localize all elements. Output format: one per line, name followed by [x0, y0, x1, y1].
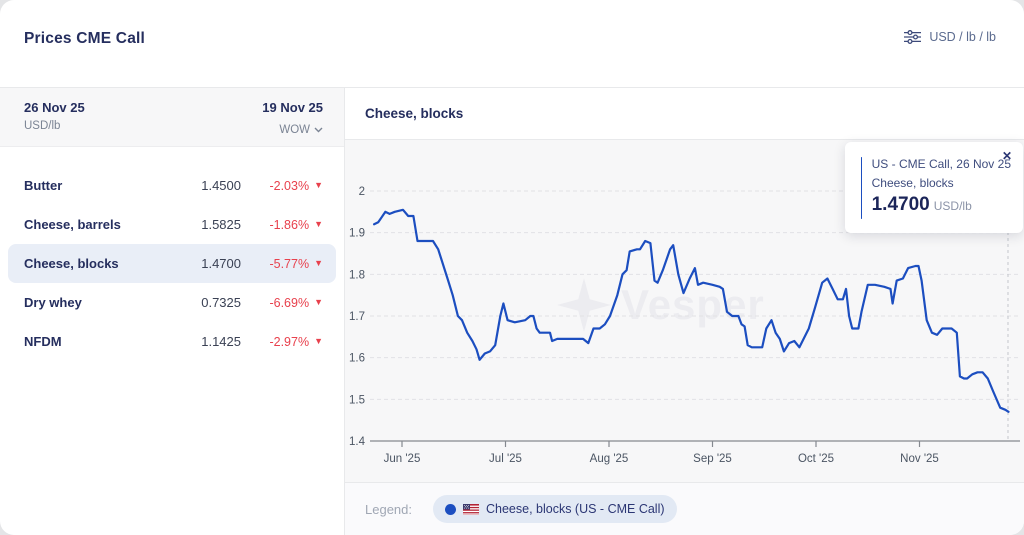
tooltip-product: Cheese, blocks — [871, 175, 954, 190]
legend-item[interactable]: Cheese, blocks (US - CME Call) — [433, 495, 677, 523]
price-value: 1.4700 — [201, 256, 241, 271]
price-rows: Butter 1.4500 -2.03% ▼ Cheese, barrels 1.5825… — [0, 147, 344, 361]
table-row[interactable]: Cheese, barrels 1.5825 -1.86% ▼ — [8, 205, 336, 244]
svg-text:Sep '25: Sep '25 — [693, 453, 732, 465]
page-title: Prices CME Call — [24, 30, 146, 47]
current-date: 26 Nov 25 — [24, 100, 85, 115]
wow-label: WOW — [279, 124, 310, 136]
unit-selector[interactable]: USD / lb / lb — [904, 30, 996, 44]
sliders-icon — [904, 30, 922, 44]
svg-text:1.6: 1.6 — [349, 353, 365, 365]
tooltip-accent-bar — [861, 157, 862, 219]
tooltip-unit: USD/lb — [933, 199, 972, 214]
down-triangle-icon: ▼ — [314, 297, 323, 307]
legend-item-label: Cheese, blocks (US - CME Call) — [486, 502, 665, 516]
previous-date: 19 Nov 25 — [262, 100, 323, 115]
svg-text:Jun '25: Jun '25 — [384, 453, 421, 465]
product-name: Cheese, blocks — [24, 256, 119, 271]
product-name: Cheese, barrels — [24, 217, 121, 232]
tooltip-value: 1.4700 USD/lb — [871, 194, 972, 216]
svg-text:1.4: 1.4 — [349, 436, 366, 448]
us-flag-icon — [463, 503, 479, 515]
content: 26 Nov 25 USD/lb 19 Nov 25 WOW Butter 1.4… — [0, 88, 1024, 535]
svg-text:1.8: 1.8 — [349, 269, 365, 281]
previous-date-column-header: 19 Nov 25 WOW — [262, 100, 323, 146]
product-name: NFDM — [24, 334, 62, 349]
svg-text:Jul '25: Jul '25 — [489, 453, 522, 465]
table-row[interactable]: Cheese, blocks 1.4700 -5.77% ▼ — [8, 244, 336, 283]
down-triangle-icon: ▼ — [314, 219, 323, 229]
down-triangle-icon: ▼ — [314, 180, 323, 190]
unit: USD/lb — [24, 120, 61, 132]
down-triangle-icon: ▼ — [314, 258, 323, 268]
down-triangle-icon: ▼ — [314, 336, 323, 346]
chart-region: Vesper 1.4 1.5 1.6 1.7 1.8 1.9 2 Jun '25 Jul '25… — [345, 140, 1024, 482]
chart-title: Cheese, blocks — [345, 88, 1024, 140]
price-line[interactable] — [373, 208, 1010, 413]
wow-selector[interactable]: WOW — [279, 124, 323, 136]
svg-text:1.5: 1.5 — [349, 394, 365, 406]
tooltip-source: US - CME Call, 26 Nov 25 — [871, 157, 1011, 171]
table-row[interactable]: Dry whey 0.7325 -6.69% ▼ — [8, 283, 336, 322]
price-value: 0.7325 — [201, 295, 241, 310]
svg-text:Aug '25: Aug '25 — [590, 453, 629, 465]
product-name: Butter — [24, 178, 63, 193]
svg-text:Nov '25: Nov '25 — [900, 453, 939, 465]
close-icon[interactable]: ✕ — [1001, 149, 1012, 163]
axes: 1.4 1.5 1.6 1.7 1.8 1.9 2 Jun '25 Jul '25 Aug '25… — [349, 186, 1020, 465]
unit-label: USD / lb / lb — [929, 30, 996, 44]
chevron-down-icon — [314, 127, 323, 133]
chart-panel: Cheese, blocks Vesper 1.4 1.5 1.6 1.7 1.8 1.9… — [345, 88, 1024, 535]
current-date-column-header: 26 Nov 25 USD/lb — [24, 100, 85, 146]
svg-text:2: 2 — [359, 186, 365, 198]
legend-bar: Legend: Cheese, blocks (US - CME Call) — [345, 482, 1024, 535]
table-row[interactable]: Butter 1.4500 -2.03% ▼ — [8, 166, 336, 205]
svg-text:Oct '25: Oct '25 — [798, 453, 834, 465]
price-change: -1.86% ▼ — [269, 217, 323, 232]
price-value: 1.5825 — [201, 217, 241, 232]
svg-text:1.7: 1.7 — [349, 311, 365, 323]
price-change: -6.69% ▼ — [269, 295, 323, 310]
svg-text:1.9: 1.9 — [349, 228, 365, 240]
series-color-dot — [445, 503, 456, 515]
price-value: 1.1425 — [201, 334, 241, 349]
price-change: -2.97% ▼ — [269, 334, 323, 349]
chart-tooltip: ✕ US - CME Call, 26 Nov 25 Cheese, block… — [845, 142, 1023, 233]
legend-label: Legend: — [365, 501, 412, 517]
page-header: Prices CME Call USD / lb / lb — [0, 0, 1024, 88]
price-value: 1.4500 — [201, 178, 241, 193]
table-row[interactable]: NFDM 1.1425 -2.97% ▼ — [8, 322, 336, 361]
price-table-panel: 26 Nov 25 USD/lb 19 Nov 25 WOW Butter 1.4… — [0, 88, 345, 535]
table-header: 26 Nov 25 USD/lb 19 Nov 25 WOW — [0, 88, 344, 147]
product-name: Dry whey — [24, 295, 82, 310]
price-change: -5.77% ▼ — [269, 256, 323, 271]
price-change: -2.03% ▼ — [269, 178, 323, 193]
